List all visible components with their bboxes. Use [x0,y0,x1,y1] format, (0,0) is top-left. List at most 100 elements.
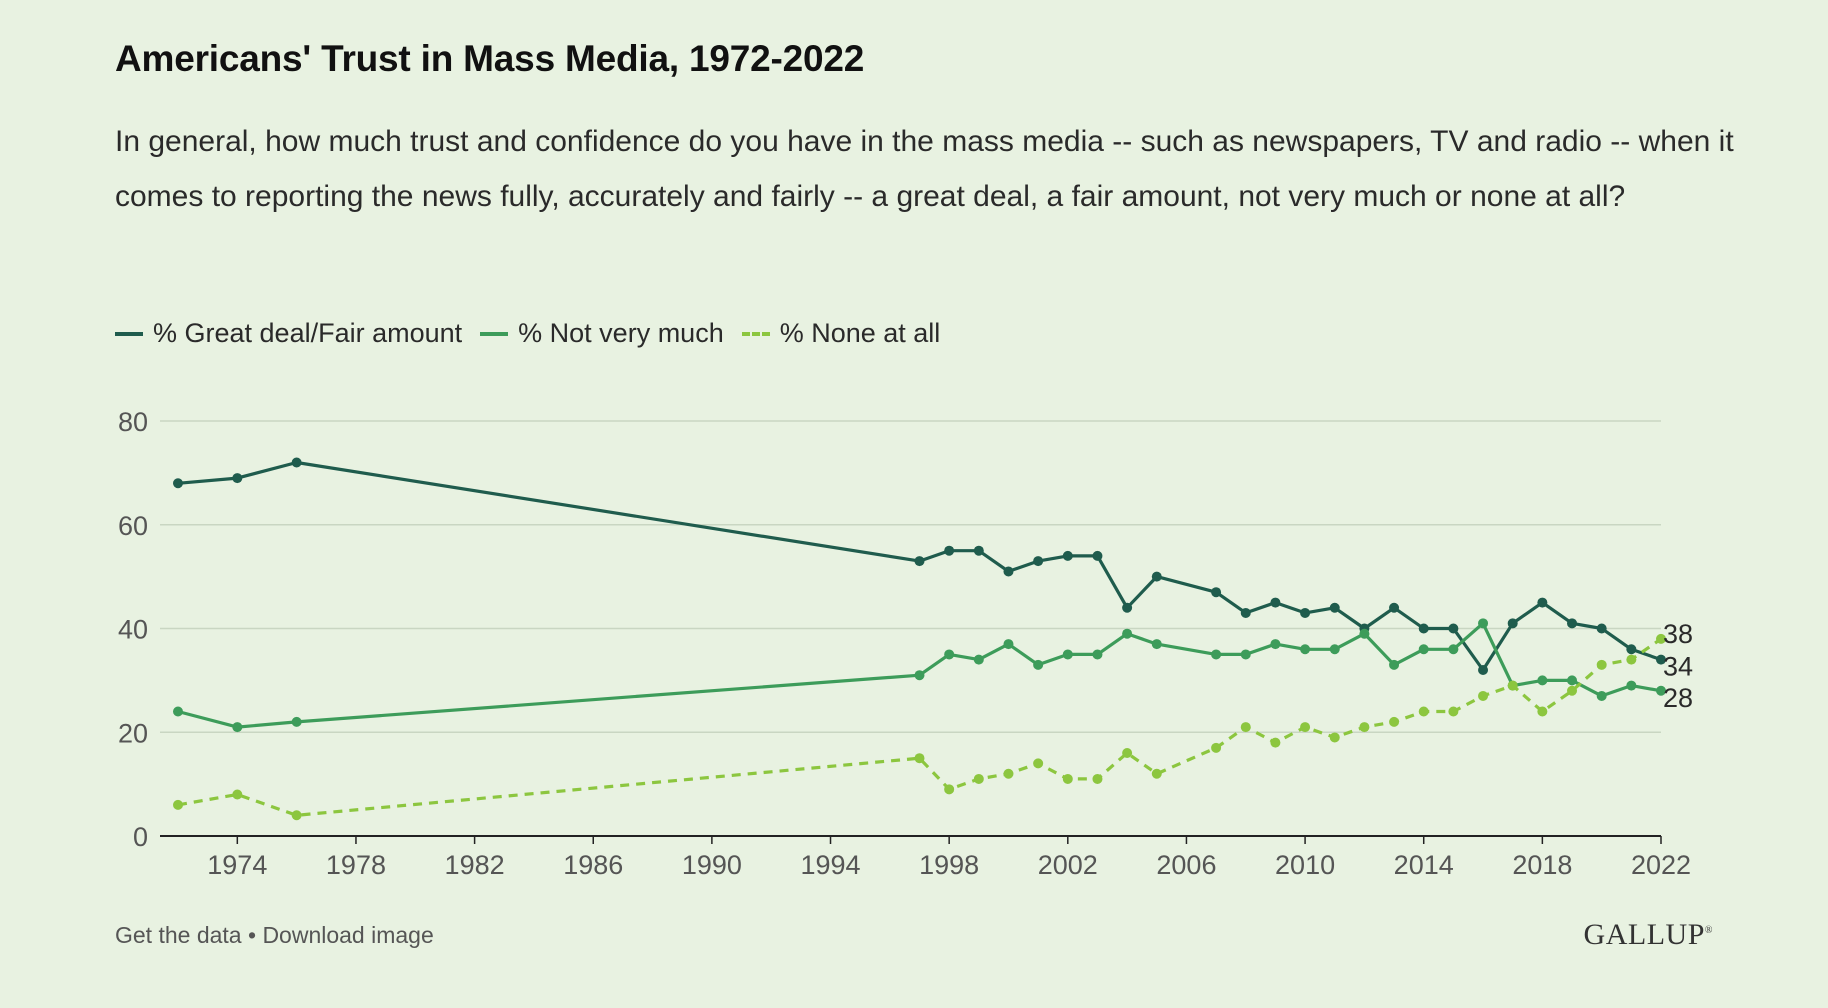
data-point-series-2 [1329,732,1340,743]
data-point-series-2 [944,784,955,795]
data-point-series-0 [1626,644,1637,655]
data-point-series-0 [1122,602,1133,613]
data-point-series-1 [1270,639,1281,650]
data-point-series-2 [1567,685,1578,696]
data-point-series-0 [914,556,925,567]
data-point-series-2 [1003,768,1014,779]
data-point-series-1 [1359,628,1370,639]
data-point-series-1 [1626,680,1637,691]
x-tick-label: 1986 [563,850,623,880]
chart-title: Americans' Trust in Mass Media, 1972-202… [115,38,865,79]
data-point-series-0 [1656,654,1666,665]
footer-separator: • [247,922,257,948]
data-point-series-1 [1656,685,1666,696]
data-point-series-1 [1596,690,1607,701]
data-point-series-1 [173,706,183,717]
data-point-series-0 [232,473,243,484]
data-point-series-2 [1418,706,1429,717]
series-line-1 [177,621,1662,729]
data-point-series-0 [1389,602,1400,613]
data-point-series-1 [1062,649,1073,660]
data-point-series-0 [1478,665,1489,675]
data-point-series-0 [1300,607,1311,618]
legend-label-not-very-much: % Not very much [518,318,724,348]
x-tick-label: 2018 [1512,850,1572,880]
data-point-series-0 [1448,623,1459,634]
x-tick-label: 2022 [1631,850,1691,880]
data-point-series-1 [1389,659,1400,670]
data-point-series-1 [1151,639,1162,650]
data-point-series-0 [944,545,955,556]
data-point-series-0 [1092,550,1103,561]
data-point-series-0 [1537,597,1548,608]
data-point-series-2 [973,773,984,784]
data-point-series-0 [1596,623,1607,634]
data-point-series-1 [1240,649,1251,660]
legend-item-not-very-much: % Not very much [480,318,724,349]
x-tick-label: 2002 [1038,850,1098,880]
data-point-series-2 [1092,773,1103,784]
data-point-series-0 [1270,597,1281,608]
data-point-series-1 [973,654,984,665]
data-point-series-2 [1507,680,1518,691]
data-point-series-0 [1567,618,1578,629]
chart-subtitle: In general, how much trust and confidenc… [115,125,1734,213]
data-point-series-1 [1448,644,1459,655]
x-tick-label: 1990 [682,850,742,880]
data-point-series-2 [1448,706,1459,717]
brand-registered-mark: ® [1704,925,1713,936]
data-point-series-2 [1537,706,1548,717]
data-point-series-2 [291,810,302,821]
legend-swatch-none-at-all [741,331,770,336]
data-point-series-0 [291,457,302,468]
data-point-series-0 [1211,587,1222,598]
legend-swatch-not-very-much [480,331,509,336]
get-data-link[interactable]: Get the data [115,922,242,948]
x-tick-label: 1978 [326,850,386,880]
data-point-series-1 [1418,644,1429,655]
data-point-series-0 [1507,618,1518,629]
y-tick-label: 0 [133,822,148,852]
data-point-series-1 [944,649,955,660]
data-point-series-1 [1211,649,1222,660]
data-point-series-1 [914,670,925,681]
data-point-series-1 [1122,628,1133,639]
brand-name: GALLUP [1583,918,1705,951]
data-point-series-2 [1359,722,1370,733]
chart-legend: % Great deal/Fair amount % Not very much… [115,318,940,349]
y-tick-label: 60 [118,511,148,541]
data-point-series-2 [1270,737,1281,748]
data-point-series-2 [1062,773,1073,784]
data-point-series-0 [1151,571,1162,582]
data-point-series-0 [1033,556,1044,567]
data-point-series-1 [232,722,243,733]
data-point-series-1 [1537,675,1548,686]
footer-links: Get the data • Download image [115,922,434,949]
data-point-series-1 [1329,644,1340,655]
data-point-series-0 [173,478,183,489]
x-tick-label: 2014 [1394,850,1454,880]
data-point-series-2 [1211,742,1222,753]
series-line-2 [177,637,1662,817]
data-point-series-1 [1478,618,1489,629]
data-point-series-2 [1122,748,1133,758]
download-image-link[interactable]: Download image [262,922,434,948]
y-tick-label: 40 [118,615,148,645]
data-point-series-2 [1596,659,1607,670]
data-point-series-2 [1626,654,1637,665]
data-point-series-0 [1062,550,1073,561]
data-point-series-2 [1478,690,1489,701]
x-tick-label: 1982 [445,850,505,880]
data-point-series-1 [1092,649,1103,660]
series-line-0 [177,460,1662,672]
data-point-series-1 [1003,639,1014,650]
data-point-series-1 [1567,675,1578,686]
data-point-series-2 [1389,716,1400,727]
x-tick-label: 1974 [207,850,267,880]
end-label-series-2: 38 [1663,619,1693,649]
x-tick-label: 1998 [919,850,979,880]
data-point-series-2 [914,753,925,764]
data-point-series-0 [1240,607,1251,618]
data-point-series-0 [1003,566,1014,577]
